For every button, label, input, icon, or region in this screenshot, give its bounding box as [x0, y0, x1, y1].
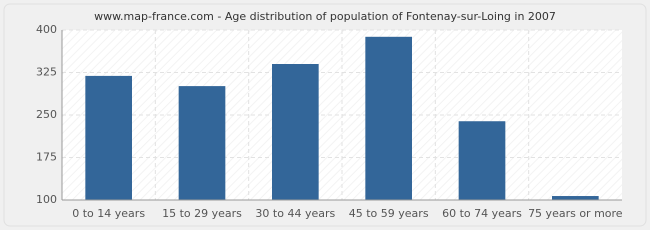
bar: [178, 86, 226, 200]
bar: [365, 36, 412, 200]
x-tick-label: 45 to 59 years: [349, 207, 429, 220]
x-tick-label: 15 to 29 years: [162, 207, 242, 220]
chart: www.map-france.com - Age distribution of…: [0, 0, 650, 230]
y-tick-label: 250: [36, 108, 57, 121]
page: {"chart_data": {"type": "bar", "title": …: [0, 0, 650, 230]
bar: [552, 196, 599, 200]
x-tick-label: 0 to 14 years: [72, 207, 145, 220]
x-tick-label: 30 to 44 years: [255, 207, 335, 220]
bar: [85, 75, 132, 200]
y-tick-label: 325: [36, 66, 57, 79]
x-tick-label: 60 to 74 years: [442, 207, 522, 220]
x-tick-label: 75 years or more: [528, 207, 623, 220]
bar: [458, 121, 506, 200]
bar: [272, 64, 319, 200]
y-tick-label: 175: [36, 151, 57, 164]
y-tick-label: 100: [36, 193, 57, 206]
y-tick-label: 400: [36, 23, 57, 36]
chart-title: www.map-france.com - Age distribution of…: [94, 10, 556, 23]
